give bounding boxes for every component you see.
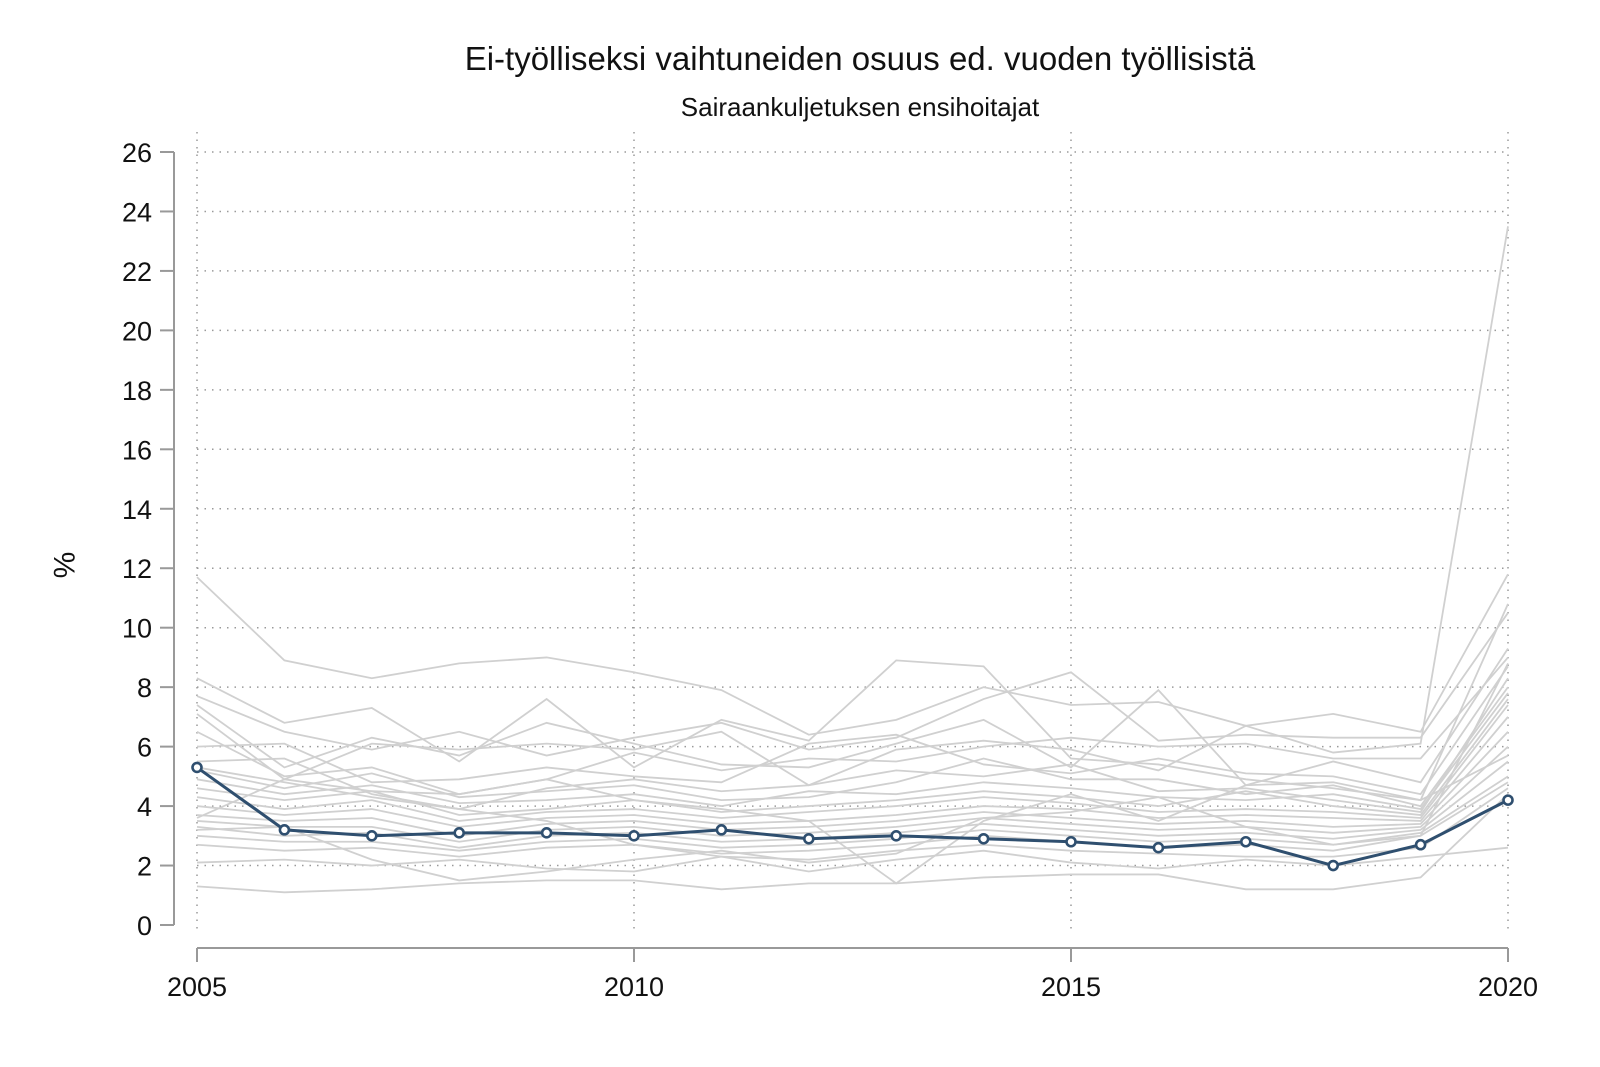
- highlight-data-point: [1065, 835, 1077, 848]
- background-series-line: [196, 573, 1509, 736]
- highlight-data-point: [628, 830, 640, 842]
- background-series-line: [196, 603, 1509, 802]
- highlight-data-point: [278, 824, 291, 836]
- background-series-line: [196, 793, 1509, 894]
- x-tick-label: 2015: [1041, 972, 1101, 1002]
- y-tick-label: 18: [122, 376, 152, 406]
- highlight-data-point: [191, 761, 203, 774]
- background-series-line: [196, 677, 1509, 813]
- highlight-data-point: [1240, 835, 1252, 848]
- background-series-line: [196, 766, 1509, 873]
- y-tick-label: 8: [137, 673, 152, 703]
- highlight-data-point: [1414, 838, 1427, 851]
- y-tick-label: 24: [122, 197, 152, 227]
- background-series-layer: [196, 226, 1509, 894]
- highlight-data-point: [453, 827, 466, 839]
- y-tick-label: 14: [122, 495, 152, 525]
- background-series-line: [196, 731, 1509, 837]
- background-series-line: [196, 686, 1509, 808]
- background-series-line: [196, 787, 1509, 873]
- highlight-data-point: [802, 832, 815, 845]
- y-tick-label: 0: [137, 911, 152, 941]
- chart-title: Ei-työlliseksi vaihtuneiden osuus ed. vu…: [464, 40, 1256, 77]
- background-series-line: [196, 716, 1509, 828]
- highlight-data-point: [1502, 794, 1514, 806]
- background-series-line: [196, 704, 1509, 822]
- y-tick-label: 26: [122, 138, 152, 168]
- grid-layer: [196, 132, 1509, 933]
- background-series-line: [196, 612, 1509, 757]
- y-tick-label: 22: [122, 257, 152, 287]
- background-series-line: [196, 692, 1509, 811]
- background-series-line: [196, 754, 1509, 885]
- highlight-data-point: [890, 830, 903, 842]
- y-tick-label: 16: [122, 435, 152, 465]
- y-tick-label: 4: [137, 792, 152, 822]
- background-series-line: [196, 665, 1509, 796]
- highlight-data-point: [365, 830, 378, 842]
- y-tick-label: 2: [137, 852, 152, 882]
- highlight-data-point: [540, 827, 553, 839]
- highlight-series-line: [196, 766, 1509, 868]
- highlight-data-point: [977, 832, 990, 845]
- y-tick-label: 10: [122, 614, 152, 644]
- chart-subtitle: Sairaankuljetuksen ensihoitajat: [680, 92, 1040, 122]
- highlight-data-point: [1152, 841, 1165, 854]
- x-tick-label: 2005: [167, 972, 227, 1002]
- background-series-line: [196, 781, 1509, 858]
- highlight-data-point: [715, 824, 728, 836]
- highlight-series-layer: [191, 761, 1514, 872]
- background-series-line: [196, 656, 1509, 796]
- background-series-line: [196, 226, 1509, 787]
- y-tick-label: 20: [122, 316, 152, 346]
- highlight-data-point: [1327, 859, 1339, 872]
- y-tick-label: 12: [122, 554, 152, 584]
- x-tick-label: 2020: [1478, 972, 1538, 1002]
- background-series-line: [196, 662, 1509, 882]
- background-series-line: [196, 775, 1509, 852]
- x-tick-label: 2010: [604, 972, 664, 1002]
- axis-layer: [160, 151, 1509, 962]
- y-tick-label: 6: [137, 733, 152, 763]
